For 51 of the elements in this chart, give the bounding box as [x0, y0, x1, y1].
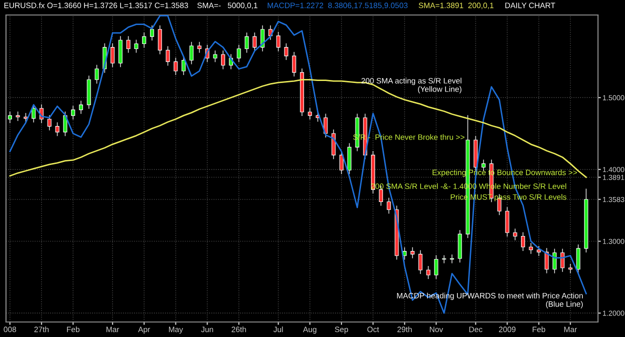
candlestick — [536, 246, 541, 256]
candlestick — [450, 254, 454, 264]
candlestick — [520, 232, 526, 252]
candlestick — [110, 43, 115, 68]
candlestick — [126, 36, 130, 53]
candlestick — [166, 46, 170, 66]
candlestick — [134, 40, 138, 53]
candlestick — [386, 198, 391, 214]
candlestick — [418, 250, 422, 274]
candlestick — [182, 56, 186, 76]
candlestick — [221, 50, 226, 70]
candlestick — [47, 115, 52, 130]
candlestick — [118, 36, 122, 68]
candlestick — [197, 42, 202, 53]
candlestick — [552, 248, 557, 274]
candlestick — [426, 266, 430, 280]
candlestick — [174, 58, 178, 76]
candlestick — [505, 207, 510, 237]
line-series — [9, 15, 587, 314]
candlestick — [8, 112, 12, 124]
candlestick — [16, 112, 20, 122]
candlestick — [142, 32, 146, 48]
candlestick — [568, 264, 572, 274]
candlestick — [528, 243, 533, 254]
line-series — [9, 78, 587, 178]
candlestick — [442, 255, 446, 264]
candlestick — [252, 32, 257, 52]
candlestick — [189, 42, 194, 64]
candlestick — [284, 43, 288, 60]
candlestick — [32, 104, 36, 122]
candlestick — [347, 143, 352, 174]
candlestick — [55, 122, 60, 136]
candlestick — [332, 130, 336, 160]
candlestick — [94, 64, 99, 84]
candlestick — [308, 108, 312, 120]
candlestick — [78, 100, 84, 114]
candlestick — [236, 44, 241, 62]
candlestick — [434, 255, 438, 280]
candlestick — [576, 244, 580, 274]
candlestick — [410, 247, 415, 258]
candlestick — [482, 160, 486, 172]
candlestick — [339, 151, 344, 174]
candlestick — [158, 25, 162, 54]
candlestick — [292, 52, 296, 76]
candlestick — [150, 25, 154, 41]
candlestick — [244, 32, 249, 53]
candlestick — [513, 228, 518, 240]
candlestick — [63, 112, 68, 136]
candlestick — [276, 32, 280, 52]
candlestick — [213, 50, 218, 62]
candlestick — [71, 106, 76, 120]
